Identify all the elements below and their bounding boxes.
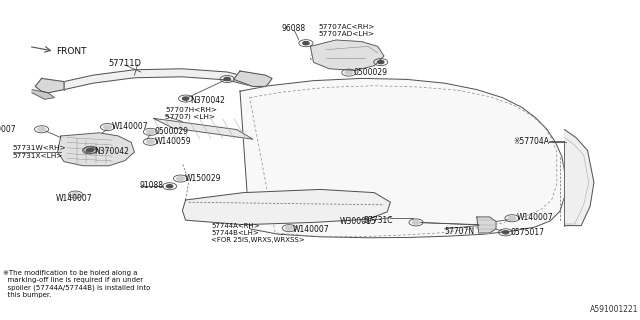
Text: W140007: W140007 (293, 225, 330, 234)
Circle shape (412, 220, 420, 224)
Circle shape (166, 185, 173, 188)
Text: FRONT: FRONT (56, 47, 87, 56)
Circle shape (508, 216, 516, 220)
Polygon shape (477, 217, 496, 233)
Polygon shape (154, 118, 253, 139)
Text: 57731W<RH>
57731X<LH>: 57731W<RH> 57731X<LH> (13, 146, 67, 158)
Text: W300015: W300015 (340, 217, 376, 226)
Circle shape (147, 140, 154, 144)
Text: W140007: W140007 (517, 213, 554, 222)
Circle shape (104, 125, 111, 129)
Text: ※57704A: ※57704A (513, 137, 549, 146)
Circle shape (182, 97, 189, 100)
Circle shape (177, 177, 184, 180)
Text: W140059: W140059 (155, 137, 191, 146)
Polygon shape (564, 130, 594, 226)
Text: 57707N: 57707N (445, 227, 475, 236)
Text: 96088: 96088 (282, 24, 306, 33)
Text: 57707H<RH>
57707I <LH>: 57707H<RH> 57707I <LH> (165, 107, 217, 120)
Text: ※The modification to be holed along a
  marking-off line is required if an under: ※The modification to be holed along a ma… (3, 270, 150, 298)
Text: 0500029: 0500029 (155, 127, 189, 136)
Text: W140007: W140007 (0, 125, 16, 134)
Text: W140007: W140007 (55, 194, 92, 203)
Polygon shape (64, 69, 253, 90)
Text: N370042: N370042 (190, 96, 225, 105)
Text: 57744A<RH>
57744B<LH>
<FOR 25IS,WRXS,WRXSS>: 57744A<RH> 57744B<LH> <FOR 25IS,WRXS,WRX… (211, 223, 305, 243)
Circle shape (285, 226, 293, 230)
Polygon shape (310, 40, 384, 70)
Circle shape (86, 149, 93, 152)
Text: 57707AC<RH>
57707AD<LH>: 57707AC<RH> 57707AD<LH> (318, 24, 374, 37)
Polygon shape (58, 133, 134, 166)
Polygon shape (35, 78, 64, 93)
Polygon shape (182, 189, 390, 225)
Text: 0575017: 0575017 (511, 228, 545, 237)
Polygon shape (234, 71, 272, 86)
Circle shape (147, 130, 154, 134)
Circle shape (88, 148, 94, 151)
Text: 91088: 91088 (140, 181, 164, 190)
Circle shape (72, 193, 79, 196)
Text: 57731C: 57731C (363, 216, 392, 225)
Text: 0500029: 0500029 (354, 68, 388, 77)
Circle shape (38, 127, 45, 131)
Circle shape (224, 77, 230, 81)
Polygon shape (240, 78, 564, 238)
Circle shape (502, 231, 509, 234)
Text: N370042: N370042 (95, 148, 129, 156)
Circle shape (303, 42, 309, 45)
Polygon shape (32, 90, 54, 99)
Circle shape (378, 60, 384, 64)
Text: 57711D: 57711D (108, 59, 141, 68)
Text: W140007: W140007 (112, 122, 148, 131)
Circle shape (345, 71, 353, 75)
Text: W150029: W150029 (184, 174, 221, 183)
Text: A591001221: A591001221 (590, 305, 639, 314)
